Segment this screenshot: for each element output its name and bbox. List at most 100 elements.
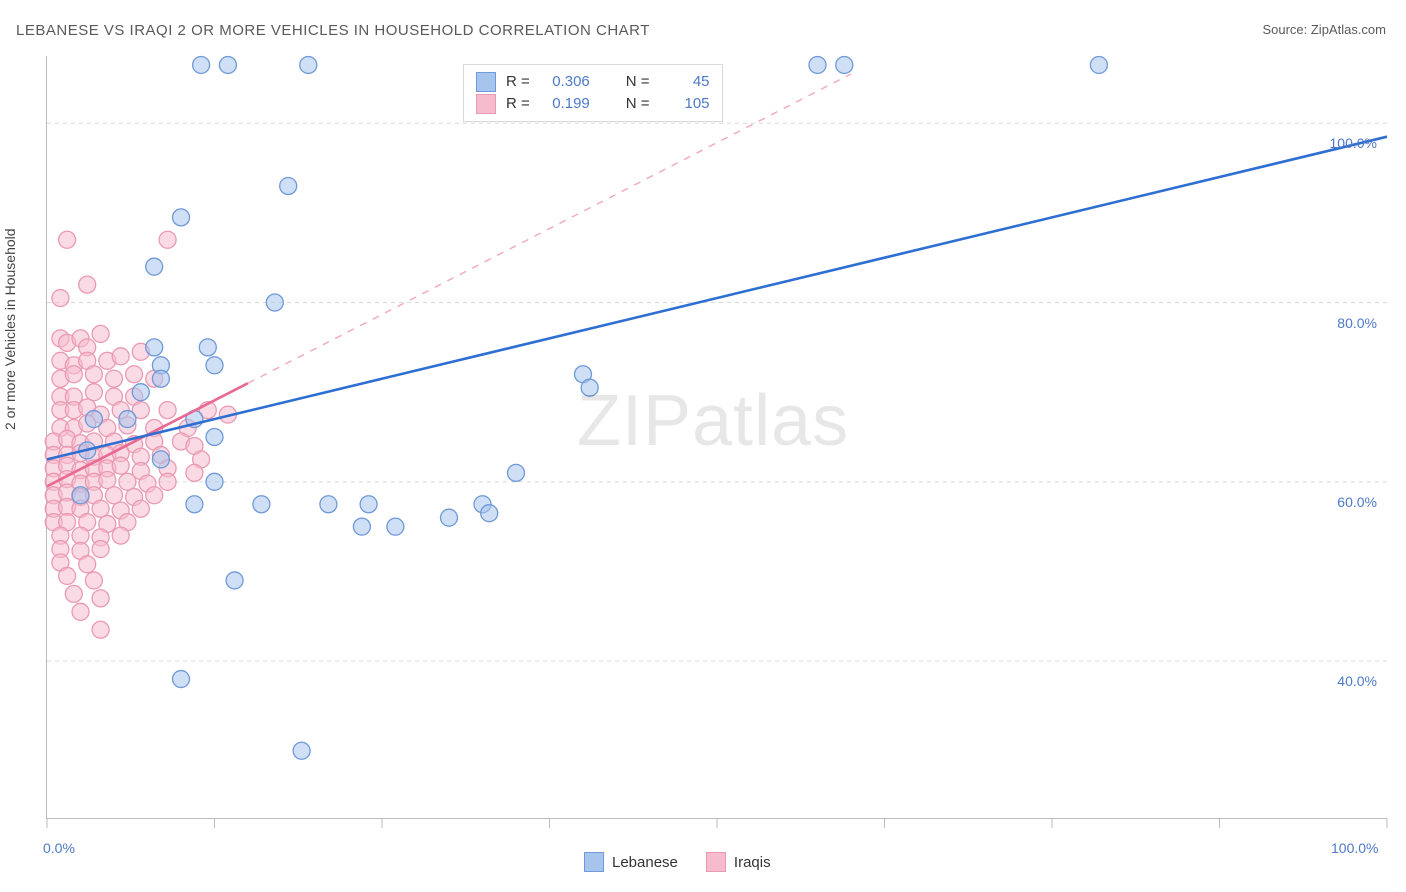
y-axis-label: 2 or more Vehicles in Household [2, 228, 18, 430]
iraqi-swatch-icon [706, 852, 726, 872]
chart-svg [47, 56, 1387, 818]
lebanese-point [320, 496, 337, 513]
legend-item-lebanese: Lebanese [584, 852, 678, 872]
lebanese-point [186, 496, 203, 513]
lebanese-point [193, 56, 210, 73]
lebanese-point [266, 294, 283, 311]
lebanese-point [293, 742, 310, 759]
lebanese-point [152, 370, 169, 387]
lebanese-point [173, 671, 190, 688]
iraqi-point [85, 572, 102, 589]
chart-title: LEBANESE VS IRAQI 2 OR MORE VEHICLES IN … [16, 22, 650, 39]
lebanese-point [146, 258, 163, 275]
iraqi-point [52, 290, 69, 307]
x-tick-label: 0.0% [43, 840, 75, 856]
lebanese-point [353, 518, 370, 535]
y-tick-label: 60.0% [1337, 494, 1377, 510]
correlation-legend: R = 0.306 N = 45 R = 0.199 N = 105 [463, 64, 723, 122]
lebanese-trend [47, 137, 1387, 460]
lebanese-point [226, 572, 243, 589]
iraqi-point [106, 487, 123, 504]
iraqi-point [59, 567, 76, 584]
lebanese-point [581, 379, 598, 396]
iraqi-point [132, 500, 149, 517]
iraqi-point [159, 402, 176, 419]
legend-r-value: 0.306 [540, 71, 590, 93]
iraqi-point [92, 541, 109, 558]
chart-container: LEBANESE VS IRAQI 2 OR MORE VEHICLES IN … [0, 0, 1406, 892]
iraqi-point [112, 348, 129, 365]
iraqi-point [112, 457, 129, 474]
lebanese-point [1090, 56, 1107, 73]
iraqi-point [85, 384, 102, 401]
legend-row: R = 0.199 N = 105 [476, 93, 710, 115]
iraqi-point [159, 473, 176, 490]
lebanese-point [173, 209, 190, 226]
lebanese-point [199, 339, 216, 356]
iraqi-point [126, 366, 143, 383]
iraqi-point [65, 585, 82, 602]
series-legend: Lebanese Iraqis [584, 852, 771, 872]
lebanese-point [206, 429, 223, 446]
iraqi-point [72, 603, 89, 620]
iraqi-point [79, 556, 96, 573]
iraqi-point [186, 464, 203, 481]
iraqi-point [92, 621, 109, 638]
legend-n-value: 105 [660, 93, 710, 115]
lebanese-point [441, 509, 458, 526]
x-tick-label: 100.0% [1331, 840, 1378, 856]
legend-n-label: N = [626, 93, 650, 115]
iraqi-point [59, 231, 76, 248]
lebanese-point [206, 473, 223, 490]
lebanese-point [132, 384, 149, 401]
legend-row: R = 0.306 N = 45 [476, 71, 710, 93]
iraqi-point [92, 325, 109, 342]
lebanese-point [809, 56, 826, 73]
lebanese-swatch-icon [476, 72, 496, 92]
legend-item-label: Iraqis [734, 854, 771, 871]
lebanese-point [836, 56, 853, 73]
lebanese-point [146, 339, 163, 356]
lebanese-point [300, 56, 317, 73]
iraqi-point [106, 370, 123, 387]
iraqi-point [112, 527, 129, 544]
lebanese-point [481, 505, 498, 522]
iraqi-point [72, 527, 89, 544]
lebanese-point [119, 411, 136, 428]
source-link[interactable]: ZipAtlas.com [1311, 22, 1386, 37]
iraqi-point [146, 487, 163, 504]
iraqi-swatch-icon [476, 94, 496, 114]
y-tick-label: 100.0% [1330, 135, 1377, 151]
lebanese-point [72, 487, 89, 504]
iraqi-point [65, 366, 82, 383]
iraqi-point [99, 472, 116, 489]
y-tick-label: 40.0% [1337, 673, 1377, 689]
lebanese-point [280, 177, 297, 194]
legend-r-value: 0.199 [540, 93, 590, 115]
iraqi-point [92, 500, 109, 517]
iraqi-point [79, 276, 96, 293]
lebanese-point [85, 411, 102, 428]
y-tick-label: 80.0% [1337, 315, 1377, 331]
iraqi-point [85, 366, 102, 383]
plot-area: ZIPatlas 40.0%60.0%80.0%100.0%0.0%100.0% [46, 56, 1387, 819]
lebanese-point [253, 496, 270, 513]
iraqi-point [92, 590, 109, 607]
source-credit: Source: ZipAtlas.com [1262, 22, 1386, 37]
lebanese-point [152, 451, 169, 468]
legend-item-label: Lebanese [612, 854, 678, 871]
legend-item-iraqi: Iraqis [706, 852, 771, 872]
legend-r-label: R = [506, 71, 530, 93]
legend-n-value: 45 [660, 71, 710, 93]
source-label: Source: [1262, 22, 1310, 37]
iraqi-point [159, 231, 176, 248]
lebanese-point [219, 56, 236, 73]
lebanese-point [387, 518, 404, 535]
lebanese-point [508, 464, 525, 481]
legend-r-label: R = [506, 93, 530, 115]
legend-n-label: N = [626, 71, 650, 93]
lebanese-point [360, 496, 377, 513]
lebanese-swatch-icon [584, 852, 604, 872]
iraqi-point [119, 473, 136, 490]
lebanese-point [206, 357, 223, 374]
